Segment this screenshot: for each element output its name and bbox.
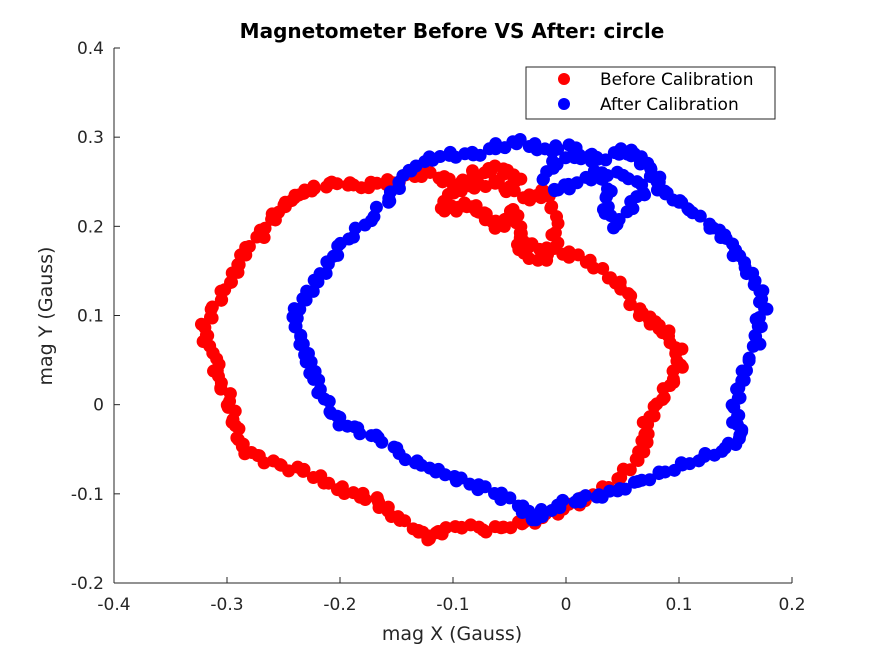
x-tick-label: 0.1 bbox=[665, 595, 692, 615]
data-point bbox=[746, 339, 760, 353]
chart-title: Magnetometer Before VS After: circle bbox=[240, 19, 665, 43]
data-point bbox=[265, 212, 279, 226]
data-point bbox=[627, 475, 641, 489]
data-point bbox=[364, 429, 378, 443]
x-tick-label: -0.2 bbox=[323, 595, 356, 615]
data-point bbox=[478, 166, 492, 180]
data-point bbox=[341, 178, 355, 192]
y-tick-label: 0.4 bbox=[77, 39, 104, 59]
legend: Before Calibration After Calibration bbox=[525, 66, 776, 120]
data-point bbox=[488, 487, 502, 501]
y-tick-label: 0.1 bbox=[77, 307, 104, 327]
data-point bbox=[507, 184, 521, 198]
data-point bbox=[293, 302, 307, 316]
data-point bbox=[599, 153, 613, 167]
data-point bbox=[250, 230, 264, 244]
data-point bbox=[215, 293, 229, 307]
data-point bbox=[551, 142, 565, 156]
data-point bbox=[398, 514, 412, 528]
data-point bbox=[323, 405, 337, 419]
data-point bbox=[647, 409, 661, 423]
y-axis-label: mag Y (Gauss) bbox=[35, 247, 57, 386]
data-point bbox=[331, 248, 345, 262]
data-point bbox=[612, 212, 626, 226]
legend-label-before: Before Calibration bbox=[600, 70, 753, 90]
data-point bbox=[568, 495, 582, 509]
data-point bbox=[742, 354, 756, 368]
data-point bbox=[369, 200, 383, 214]
data-point bbox=[513, 133, 527, 147]
data-point bbox=[408, 456, 422, 470]
data-point bbox=[297, 462, 311, 476]
data-point bbox=[601, 271, 615, 285]
x-axis-label: mag X (Gauss) bbox=[382, 623, 522, 645]
y-tick-label: -0.2 bbox=[71, 574, 104, 594]
legend-label-after: After Calibration bbox=[600, 95, 739, 115]
x-tick-label: -0.3 bbox=[210, 595, 243, 615]
tick-labels: -0.4 -0.3 -0.2 -0.1 0 0.1 0.2 -0.2 -0.1 0 0.1 0.2 0.… bbox=[71, 39, 806, 615]
data-point bbox=[641, 427, 655, 441]
legend-marker-before bbox=[558, 73, 570, 85]
data-point bbox=[387, 440, 401, 454]
x-tick-label: 0 bbox=[561, 595, 572, 615]
data-point bbox=[433, 149, 447, 163]
y-tick-label: 0 bbox=[93, 396, 104, 416]
y-tick-label: 0.2 bbox=[77, 217, 104, 237]
data-point bbox=[439, 521, 453, 535]
data-point bbox=[548, 184, 562, 198]
data-point bbox=[590, 490, 604, 504]
data-point bbox=[358, 492, 372, 506]
series-before bbox=[194, 159, 689, 547]
x-tick-label: -0.1 bbox=[436, 595, 469, 615]
data-point bbox=[437, 204, 451, 218]
legend-marker-after bbox=[558, 98, 570, 110]
data-point bbox=[693, 209, 707, 223]
data-point bbox=[473, 148, 487, 162]
data-point bbox=[545, 503, 559, 517]
axes bbox=[113, 47, 793, 584]
data-point bbox=[596, 261, 610, 275]
y-tick-label: -0.1 bbox=[71, 485, 104, 505]
data-point bbox=[573, 148, 587, 162]
x-tick-label: -0.4 bbox=[97, 595, 130, 615]
y-tick-label: 0.3 bbox=[77, 128, 104, 148]
data-point bbox=[511, 499, 525, 513]
data-point bbox=[203, 310, 217, 324]
data-point bbox=[319, 180, 333, 194]
data-point bbox=[514, 228, 528, 242]
data-point bbox=[600, 169, 614, 183]
data-point bbox=[652, 467, 666, 481]
series-after bbox=[286, 133, 774, 527]
data-point bbox=[610, 165, 624, 179]
data-point bbox=[623, 463, 637, 477]
data-points-layer bbox=[194, 133, 774, 547]
x-tick-label: 0.2 bbox=[778, 595, 805, 615]
